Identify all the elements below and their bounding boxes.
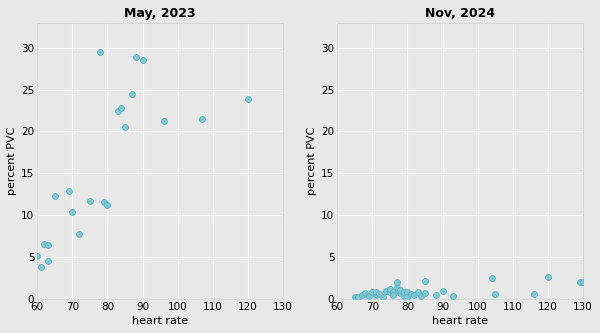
Point bbox=[385, 290, 395, 295]
Point bbox=[575, 279, 584, 284]
Point bbox=[353, 295, 363, 300]
Point bbox=[403, 294, 412, 299]
Point bbox=[43, 259, 52, 264]
Point bbox=[371, 289, 380, 294]
Point bbox=[431, 292, 440, 298]
Point bbox=[40, 241, 49, 246]
Point bbox=[448, 293, 458, 298]
Point bbox=[364, 293, 374, 298]
Point bbox=[389, 292, 398, 298]
Point bbox=[385, 286, 395, 292]
Point bbox=[399, 293, 409, 298]
Point bbox=[64, 188, 74, 194]
Point bbox=[578, 279, 588, 284]
Y-axis label: percent PVC: percent PVC bbox=[307, 127, 317, 195]
Point bbox=[350, 294, 359, 299]
Point bbox=[138, 58, 148, 63]
Point bbox=[420, 278, 430, 283]
Point bbox=[403, 289, 412, 294]
Point bbox=[43, 242, 52, 247]
Point bbox=[399, 290, 409, 295]
Y-axis label: percent PVC: percent PVC bbox=[7, 127, 17, 195]
Point bbox=[410, 292, 419, 298]
Point bbox=[389, 289, 398, 294]
Point bbox=[131, 54, 140, 60]
Point bbox=[85, 198, 95, 204]
Point bbox=[103, 202, 112, 208]
Point bbox=[113, 108, 123, 113]
Point bbox=[491, 291, 500, 297]
Point bbox=[395, 291, 405, 296]
Point bbox=[367, 290, 377, 295]
Point bbox=[382, 288, 391, 293]
Point bbox=[67, 209, 77, 214]
Point bbox=[197, 116, 207, 122]
Point bbox=[378, 294, 388, 299]
Point bbox=[127, 91, 137, 97]
Point bbox=[371, 292, 380, 298]
Point bbox=[413, 290, 423, 295]
Point bbox=[374, 291, 384, 297]
Point bbox=[543, 275, 553, 280]
Point bbox=[99, 199, 109, 204]
Point bbox=[406, 291, 416, 297]
Point bbox=[487, 275, 497, 281]
Point bbox=[95, 49, 105, 55]
Point bbox=[243, 96, 253, 102]
Point bbox=[74, 231, 84, 236]
Title: May, 2023: May, 2023 bbox=[124, 7, 196, 20]
Point bbox=[420, 291, 430, 296]
X-axis label: heart rate: heart rate bbox=[132, 316, 188, 326]
X-axis label: heart rate: heart rate bbox=[432, 316, 488, 326]
Point bbox=[392, 284, 401, 289]
Point bbox=[361, 291, 370, 296]
Point bbox=[392, 279, 401, 284]
Point bbox=[416, 293, 426, 298]
Point bbox=[159, 118, 169, 123]
Point bbox=[438, 288, 448, 293]
Point bbox=[32, 254, 42, 259]
Title: Nov, 2024: Nov, 2024 bbox=[425, 7, 495, 20]
Point bbox=[116, 105, 126, 111]
Point bbox=[357, 292, 367, 298]
Point bbox=[36, 265, 46, 270]
Point bbox=[529, 291, 539, 297]
Point bbox=[120, 125, 130, 130]
Point bbox=[50, 193, 59, 199]
Point bbox=[395, 287, 405, 293]
